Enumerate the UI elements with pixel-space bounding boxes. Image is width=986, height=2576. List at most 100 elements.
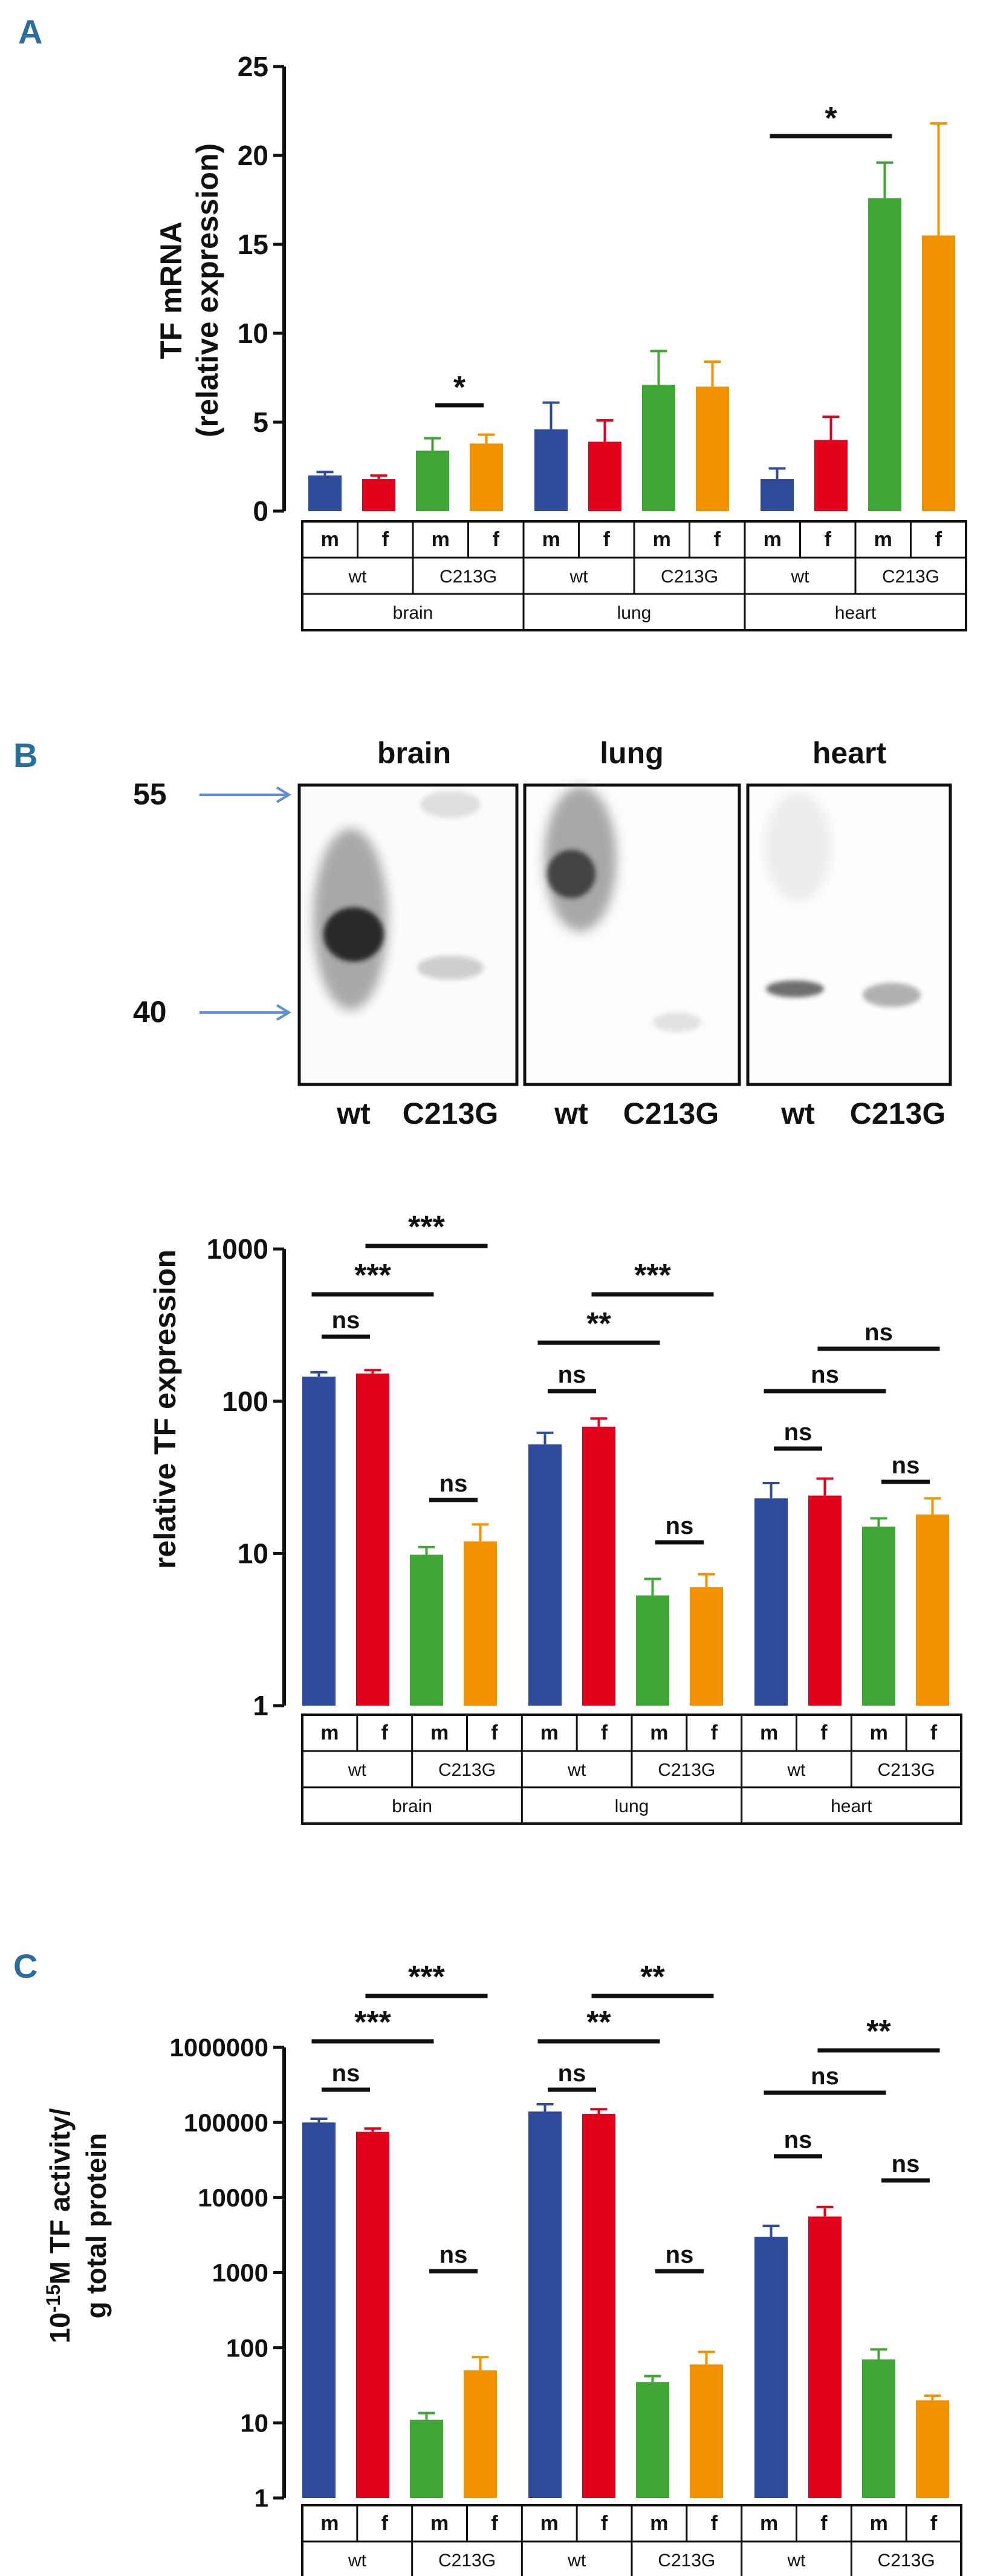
marker-40: 40 bbox=[133, 995, 167, 1029]
table-sex-cell: m bbox=[653, 528, 671, 551]
significance-label: ns bbox=[811, 2063, 839, 2090]
table-genotype-cell: C213G bbox=[661, 567, 718, 587]
band-brain-c213g bbox=[417, 956, 484, 980]
blot-organ-lung: lung bbox=[600, 736, 664, 770]
table-genotype-cell: wt bbox=[787, 2551, 806, 2571]
table-sex-cell: m bbox=[760, 2512, 778, 2535]
bar bbox=[356, 1373, 389, 1706]
y-tick-label: 10000 bbox=[198, 2183, 268, 2212]
band-heart-c213g bbox=[863, 983, 921, 1007]
y-tick-label: 1 bbox=[253, 1690, 268, 1721]
table-genotype-cell: wt bbox=[348, 2551, 367, 2571]
bar bbox=[922, 235, 955, 511]
significance-label: ns bbox=[332, 2060, 360, 2087]
significance-label: ** bbox=[866, 2014, 891, 2049]
significance-label: ns bbox=[439, 2242, 468, 2268]
table-sex-cell: m bbox=[650, 1721, 668, 1744]
table-genotype-cell: wt bbox=[567, 1760, 586, 1780]
table-sex-cell: m bbox=[321, 528, 339, 551]
table-genotype-cell: wt bbox=[348, 567, 368, 587]
lane-lung-wt: wt bbox=[554, 1097, 588, 1130]
table-sex-cell: f bbox=[601, 1721, 608, 1744]
table-genotype-cell: C213G bbox=[878, 2551, 935, 2571]
bar bbox=[308, 475, 342, 511]
bar bbox=[862, 2359, 895, 2498]
table-sex-cell: f bbox=[493, 528, 500, 551]
y-tick-label: 15 bbox=[238, 229, 268, 260]
significance-label: ns bbox=[784, 1419, 812, 1446]
significance-label: ns bbox=[666, 2242, 694, 2268]
table-sex-cell: m bbox=[320, 1721, 339, 1744]
significance-label: * bbox=[825, 101, 837, 136]
significance-label: *** bbox=[634, 1258, 671, 1293]
significance-label: ns bbox=[784, 2127, 812, 2153]
table-organ-cell: lung bbox=[615, 1796, 649, 1816]
significance-label: ns bbox=[892, 2151, 920, 2177]
table-sex-cell: m bbox=[870, 2512, 888, 2535]
significance-label: ns bbox=[811, 1361, 839, 1388]
significance-label: *** bbox=[408, 1210, 445, 1245]
significance-label: ns bbox=[666, 1513, 694, 1539]
bar bbox=[464, 1541, 497, 1706]
y-tick-label: 100 bbox=[226, 2333, 268, 2362]
y-axis-label-b: relative TF expression bbox=[148, 1250, 182, 1569]
lane-brain-wt: wt bbox=[336, 1097, 371, 1130]
bar bbox=[754, 1498, 788, 1706]
table-genotype-cell: wt bbox=[567, 2551, 586, 2571]
y-axis-label-c-line2: g total protein bbox=[80, 2133, 112, 2319]
y-tick-label: 100000 bbox=[184, 2108, 268, 2137]
table-genotype-cell: C213G bbox=[658, 2551, 715, 2571]
chart-panel-c: 1101001000100001000001000000******nsns**… bbox=[42, 1960, 949, 2512]
significance-label: ns bbox=[558, 2060, 586, 2087]
significance-label: * bbox=[453, 370, 466, 405]
table-genotype-cell: wt bbox=[569, 567, 589, 587]
table-sex-cell: m bbox=[540, 1721, 559, 1744]
table-sex-cell: f bbox=[935, 528, 942, 551]
table-sex-cell: f bbox=[491, 2512, 498, 2535]
significance-label: ns bbox=[864, 1319, 893, 1346]
bar bbox=[528, 1444, 562, 1706]
bar bbox=[534, 429, 568, 511]
panel-label-b: B bbox=[13, 736, 37, 774]
marker-55: 55 bbox=[133, 777, 167, 811]
panel-label-c: C bbox=[13, 1947, 37, 1985]
lane-brain-c213g: C213G bbox=[403, 1097, 498, 1130]
significance-label: ns bbox=[332, 1307, 360, 1334]
significance-label: ** bbox=[586, 1306, 611, 1342]
table-organ-cell: brain bbox=[392, 1796, 432, 1816]
bar bbox=[356, 2131, 389, 2498]
table-genotype-cell: C213G bbox=[439, 567, 497, 587]
table-sex-cell: f bbox=[930, 1721, 938, 1744]
bar bbox=[868, 198, 901, 511]
significance-label: ** bbox=[640, 1960, 665, 1995]
y-tick-label: 25 bbox=[238, 51, 268, 82]
bar bbox=[690, 1587, 723, 1706]
panel-label-a: A bbox=[18, 13, 42, 51]
table-sex-cell: m bbox=[430, 1721, 449, 1744]
bar bbox=[416, 451, 449, 511]
bar bbox=[582, 1426, 615, 1706]
bar bbox=[696, 386, 729, 511]
table-organ-cell: heart bbox=[835, 603, 877, 623]
table-genotype-cell: C213G bbox=[438, 2551, 496, 2571]
table-sex-cell: m bbox=[432, 528, 450, 551]
marker-arrow-55 bbox=[199, 786, 291, 803]
bar bbox=[528, 2111, 562, 2498]
table-sex-cell: m bbox=[760, 1721, 778, 1744]
bar bbox=[690, 2364, 723, 2498]
bar bbox=[588, 442, 621, 511]
band-heart-wt bbox=[766, 980, 824, 997]
bar bbox=[808, 1495, 842, 1706]
significance-label: *** bbox=[354, 2005, 391, 2040]
table-organ-cell: heart bbox=[831, 1796, 872, 1816]
bar bbox=[808, 2216, 842, 2498]
bar bbox=[464, 2370, 497, 2498]
table-organ-cell: lung bbox=[617, 603, 652, 623]
lane-heart-wt: wt bbox=[780, 1097, 815, 1130]
bar bbox=[302, 1377, 336, 1706]
y-tick-label: 1 bbox=[255, 2484, 268, 2512]
y-tick-label: 10 bbox=[238, 1537, 268, 1569]
significance-label: *** bbox=[408, 1960, 445, 1995]
bar bbox=[862, 1527, 895, 1706]
